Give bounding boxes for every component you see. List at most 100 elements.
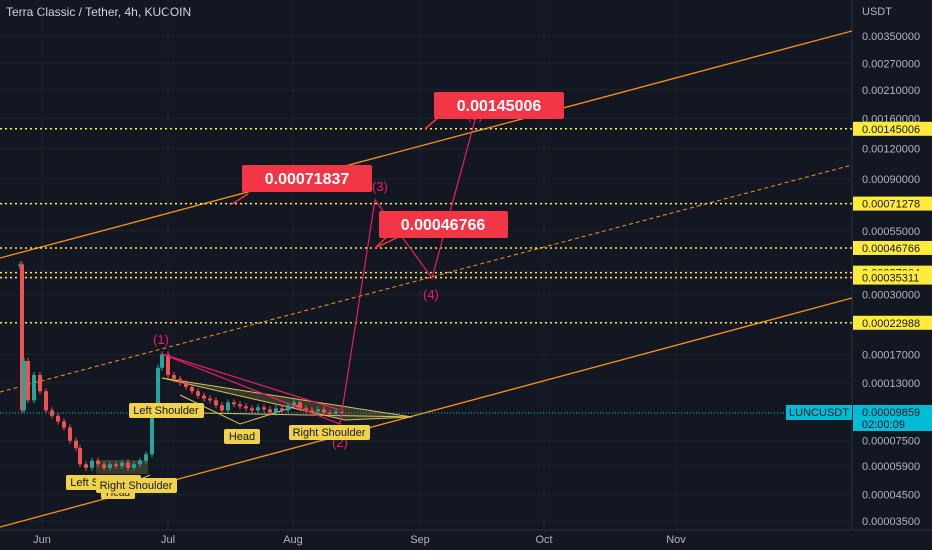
candle-body-53	[322, 409, 326, 413]
candle-body-44	[268, 409, 272, 413]
level-price-labels: 0.001450060.000712780.000467660.00037004…	[853, 121, 932, 330]
pattern-label-right-shoulder-2[interactable]: Right Shoulder	[96, 478, 177, 493]
y-tick-label-11: 0.00005900	[862, 461, 920, 473]
candle-body-46	[280, 408, 284, 411]
pattern-label-head-1-text: Head	[229, 431, 255, 443]
y-tick-label-0: 0.00350000	[862, 31, 920, 43]
candle-body-20	[126, 462, 130, 468]
candle-body-40	[244, 406, 248, 409]
candle-body-11	[74, 440, 78, 449]
candle-body-9	[62, 421, 66, 428]
candle-body-21	[132, 464, 136, 468]
candle-body-38	[232, 402, 236, 405]
target-label-1-text: 0.00145006	[457, 98, 542, 115]
wave-label-1: (1)	[153, 332, 169, 347]
level-price-label-bg-2	[853, 240, 932, 255]
candle-body-5	[38, 375, 42, 392]
candle-body-16	[102, 464, 106, 468]
price-axis-unit: USDT	[862, 6, 892, 18]
candle-body-55	[334, 411, 338, 414]
candle-body-47	[286, 405, 290, 411]
current-price-label[interactable]: LUNCUSDT 0.00009859 02:00:09	[786, 405, 932, 431]
candle-body-2	[22, 360, 26, 411]
candle-body-24	[150, 410, 154, 455]
x-tick-label-4: Oct	[535, 534, 552, 546]
candle-body-51	[310, 410, 314, 412]
candle-body-32	[196, 391, 200, 396]
level-price-label-bg-4	[853, 270, 932, 285]
pattern-label-head-1[interactable]: Head	[224, 429, 260, 444]
pattern-label-right-shoulder-1[interactable]: Right Shoulder	[289, 425, 370, 440]
target-label-3[interactable]: 0.00046766	[379, 211, 508, 238]
level-price-label-5: 0.00022988	[862, 318, 920, 330]
current-price-symbol: LUNCUSDT	[789, 407, 849, 419]
candle-body-25	[156, 367, 160, 411]
candle-body-8	[56, 415, 60, 422]
candle-body-43	[262, 407, 266, 410]
candle-body-6	[44, 391, 48, 411]
grid	[0, 0, 852, 530]
candle-body-34	[208, 398, 212, 401]
triangle-lower-edge	[199, 412, 413, 418]
candle-body-3	[26, 360, 30, 401]
candle-body-42	[256, 407, 260, 411]
candle-body-33	[202, 395, 206, 399]
candle-body-35	[214, 400, 218, 406]
candle-body-28	[172, 375, 176, 379]
y-tick-label-12: 0.00004500	[862, 490, 920, 502]
y-tick-label-13: 0.00003500	[862, 516, 920, 528]
candle-body-14	[90, 460, 94, 468]
triangle-pattern[interactable]	[161, 377, 413, 421]
candle-body-26	[160, 354, 164, 368]
pattern-label-right-shoulder-1-text: Right Shoulder	[293, 427, 366, 439]
y-tick-label-2: 0.00210000	[862, 85, 920, 97]
price-axis-panel[interactable]	[852, 0, 932, 530]
target-label-1[interactable]: 0.00145006	[434, 92, 564, 119]
target-label-2[interactable]: 0.00071837	[242, 165, 372, 192]
x-tick-label-3: Sep	[410, 534, 430, 546]
y-tick-label-7: 0.00030000	[862, 290, 920, 302]
wave-label-4: (4)	[423, 287, 439, 302]
target-label-3-connector	[374, 233, 406, 249]
pattern-label-head-2-text: Head	[106, 488, 130, 499]
level-price-label-2: 0.00046766	[862, 243, 920, 255]
candle-body-45	[274, 408, 278, 413]
target-label-3-text: 0.00046766	[401, 217, 486, 234]
candle-body-1	[20, 264, 24, 411]
target-label-2-connector	[231, 193, 249, 205]
y-tick-label-5: 0.00090000	[862, 174, 920, 186]
candle-body-29	[178, 378, 182, 383]
channel-upper-line[interactable]	[0, 30, 852, 259]
candle-body-12	[78, 448, 82, 465]
pattern-label-right-shoulder-2-text: Right Shoulder	[100, 480, 173, 492]
candle-body-50	[304, 408, 308, 411]
candle-body-17	[108, 464, 112, 468]
x-tick-label-2: Aug	[283, 534, 303, 546]
channel-mid-line[interactable]	[0, 164, 852, 393]
x-tick-label-0: Jun	[33, 534, 51, 546]
current-price-value: 0.00009859	[862, 407, 920, 419]
y-tick-label-9: 0.00013000	[862, 378, 920, 390]
candle-body-4	[32, 375, 36, 401]
candle-body-27	[166, 354, 170, 376]
candle-body-41	[250, 408, 254, 411]
y-tick-label-10: 0.00007500	[862, 436, 920, 448]
candle-body-18	[114, 464, 118, 467]
candle-body-49	[298, 402, 302, 409]
pattern-label-left-shoulder-1[interactable]: Left Shoulder	[129, 403, 204, 418]
chart-title: Terra Classic / Tether, 4h, KUCOIN	[6, 5, 192, 19]
y-tick-label-1: 0.00270000	[862, 58, 920, 70]
current-price-countdown: 02:00:09	[862, 419, 905, 431]
pattern-label-left-shoulder-1-text: Left Shoulder	[133, 405, 199, 417]
candle-body-19	[120, 462, 124, 467]
wave-1-down-line	[161, 353, 341, 411]
candle-body-22	[138, 460, 142, 465]
candle-body-52	[316, 409, 320, 412]
wave-label-3: (3)	[372, 179, 388, 194]
candle-body-7	[50, 410, 54, 416]
candle-body-37	[226, 402, 230, 411]
y-tick-label-8: 0.00017000	[862, 350, 920, 362]
x-tick-label-1: Jul	[161, 534, 175, 546]
candle-body-15	[96, 460, 100, 465]
